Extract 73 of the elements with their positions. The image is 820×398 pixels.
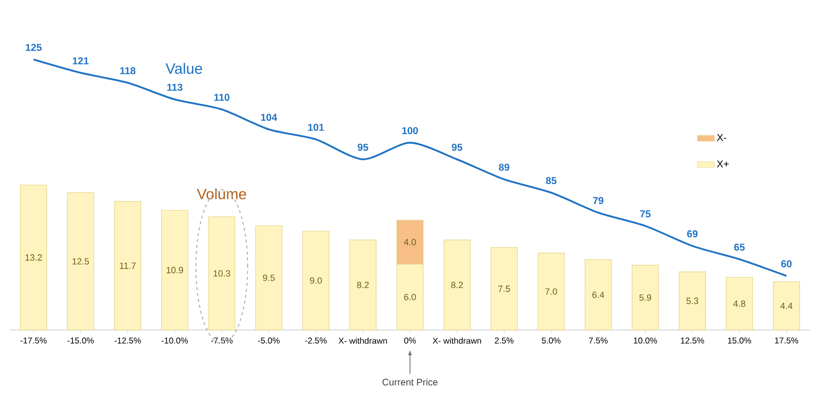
data-label: 85 — [546, 177, 556, 184]
data-label: 4.0 — [404, 238, 416, 246]
bar — [632, 264, 659, 330]
data-label: 8.2 — [357, 282, 369, 288]
data-label: 118 — [120, 67, 136, 74]
x-tick-label: -10.0% — [162, 338, 188, 344]
x-tick-label: 2.5% — [494, 338, 514, 344]
data-label: 100 — [402, 127, 418, 134]
bar — [208, 216, 236, 330]
data-label: 75 — [640, 210, 651, 218]
data-label: 7.0 — [545, 288, 558, 295]
annotation: Volume — [196, 188, 246, 200]
data-label: 8.2 — [451, 282, 463, 288]
x-tick-label: 7.5% — [588, 338, 608, 344]
x-tick-label: 17.5% — [775, 338, 798, 344]
text: Current Price — [382, 378, 438, 386]
bar — [678, 271, 706, 330]
data-label: 89 — [498, 164, 510, 171]
bar — [490, 247, 518, 330]
data-label: 7.5 — [498, 286, 510, 292]
data-label: 104 — [261, 114, 278, 121]
x-tick-label: 5.0% — [542, 338, 561, 344]
x-tick-label: -17.5% — [20, 338, 47, 344]
data-label: 4.8 — [733, 300, 746, 307]
data-label: 65 — [734, 244, 745, 251]
data-label: 79 — [593, 197, 604, 204]
data-label: 95 — [358, 144, 368, 151]
data-label: 12.5 — [72, 258, 89, 265]
data-label: 69 — [687, 230, 698, 238]
data-label: 5.3 — [686, 298, 698, 304]
x-tick-label: 15.0% — [728, 338, 752, 344]
data-label: 10.9 — [166, 266, 184, 274]
data-label: 4.4 — [780, 302, 792, 309]
bar — [20, 184, 48, 330]
bar — [161, 210, 188, 330]
data-label: 9.5 — [262, 274, 275, 281]
data-label: 125 — [26, 44, 42, 51]
x-tick-label: -5.0% — [258, 338, 280, 344]
x-tick-label: -7.5% — [211, 338, 233, 344]
data-label: 60 — [781, 260, 792, 268]
x-tick-label: -15.0% — [68, 338, 94, 344]
x-tick-label: 0% — [404, 338, 416, 344]
data-label: 13.2 — [25, 254, 42, 261]
bar — [255, 225, 282, 330]
data-label: 5.9 — [639, 294, 652, 301]
data-label: 9.0 — [310, 277, 322, 284]
bar — [67, 192, 94, 330]
data-label: 95 — [452, 144, 462, 151]
data-label: 101 — [308, 124, 324, 131]
data-label: 110 — [214, 94, 230, 101]
bar — [349, 240, 376, 330]
bar — [538, 252, 565, 330]
legend-label: X- — [716, 134, 726, 141]
series-label: Value — [166, 62, 202, 74]
bar — [444, 240, 471, 330]
bar — [584, 259, 612, 330]
legend-label: X+ — [716, 160, 729, 168]
x-tick-label: X- withdrawn — [432, 338, 482, 344]
data-label: 10.3 — [214, 270, 230, 277]
bar — [114, 201, 142, 330]
x-tick-label: -2.5% — [305, 338, 327, 344]
data-label: 113 — [167, 84, 182, 91]
x-tick-label: 10.0% — [634, 338, 658, 344]
data-label: 6.0 — [404, 294, 416, 300]
bar — [726, 276, 753, 330]
data-label: 11.7 — [120, 262, 136, 269]
data-label: 6.4 — [592, 292, 604, 298]
bar — [302, 230, 330, 330]
data-label: 121 — [72, 57, 89, 64]
bar — [772, 281, 800, 330]
x-tick-label: X- withdrawn — [338, 338, 387, 344]
x-tick-label: -12.5% — [114, 338, 141, 344]
x-tick-label: 12.5% — [680, 338, 704, 344]
